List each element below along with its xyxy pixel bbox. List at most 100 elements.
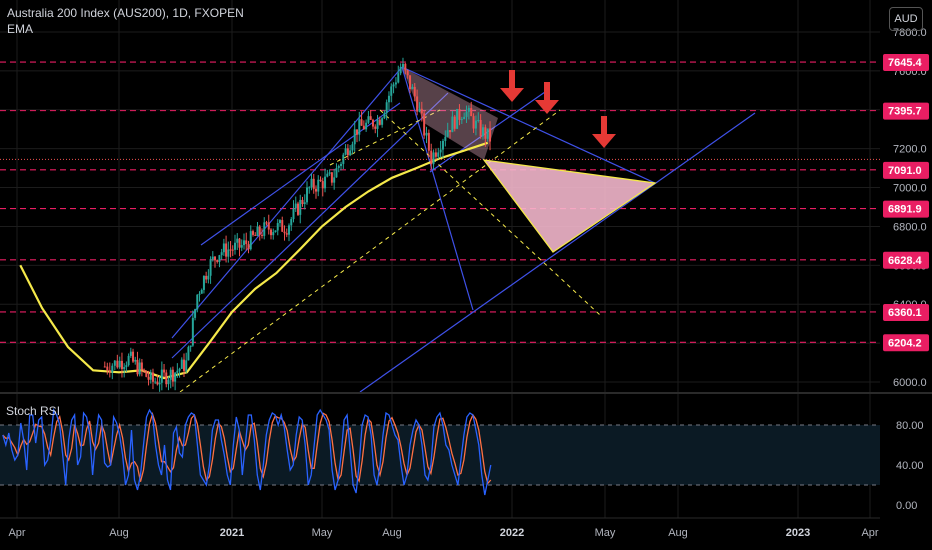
currency-badge[interactable]: AUD [889,7,923,31]
candle-body [404,63,407,71]
stoch-rsi-title: Stoch RSI [6,404,60,418]
candle-body [319,179,322,182]
candle-body [180,359,183,369]
candle-body [252,231,254,235]
candle-body [198,293,201,295]
candle-body [358,119,361,135]
candle-body [335,167,338,178]
candle-body [303,202,306,205]
candle-body [236,238,239,243]
stoch-rsi-band [0,425,880,485]
candle-body [463,116,466,120]
candle-body [439,149,442,153]
stoch-rsi-axis-tick: 0.00 [896,500,917,512]
candle-body [425,132,428,136]
candle-body [394,82,397,85]
candle-body [310,178,313,188]
candle-body [453,116,456,129]
candle-body [489,128,492,142]
candle-body [263,222,266,236]
time-axis-tick: May [595,527,616,539]
down-arrow-annotation [535,82,559,114]
candle-body [360,119,363,126]
candle-body [279,220,281,224]
ema-indicator-label[interactable]: EMA [7,22,34,36]
candle-body [256,226,259,236]
stoch-rsi-axis-tick: 40.00 [896,460,924,472]
candle-body [272,232,275,236]
candle-body [315,188,317,192]
candle-body [151,372,154,382]
candle-body [145,371,148,377]
candle-body [383,113,386,119]
down-arrow-annotation [500,70,524,102]
fib-dashed-line [179,109,561,393]
candle-body [484,127,487,139]
candle-body [308,187,311,189]
candle-body [158,382,161,385]
stoch-rsi-axis-tick: 80.00 [896,420,924,432]
candle-body [243,240,245,246]
candle-body [202,275,205,290]
candle-body [479,120,482,137]
candle-body [441,140,444,150]
candle-body [397,73,400,83]
candle-body [178,368,181,371]
price-level-badge [883,102,929,120]
price-level-label: 6360.1 [888,307,922,319]
candle-body [222,243,225,253]
price-level-badge [883,334,929,352]
candle-body [196,294,199,310]
price-level-badge [883,200,929,218]
candle-body [238,238,241,248]
candle-body [116,360,119,368]
candle-body [113,360,116,366]
candle-body [176,370,179,373]
candle-body [220,252,223,256]
candle-body [125,365,128,368]
time-axis-tick: 2022 [500,527,524,539]
candle-body [486,128,489,139]
time-axis-tick: Aug [109,527,129,539]
candle-body [136,359,139,375]
candle-body [456,109,459,129]
candle-body [437,152,440,157]
candle-body [225,243,228,257]
candle-body [276,223,279,231]
candle-body [140,362,143,370]
candle-body [446,130,449,137]
candle-body [187,347,190,361]
candle-body [416,96,419,112]
candle-body [342,154,345,164]
candle-body [285,233,288,235]
price-level-label: 6628.4 [888,255,923,267]
wedge-shading [402,67,498,160]
candle-body [328,172,331,174]
candle-body [274,230,277,233]
candle-body [127,355,130,366]
candle-body [143,369,146,372]
candlestick-series [103,57,492,392]
candle-body [118,360,121,368]
trend-channel-line [401,66,656,184]
candle-body [477,120,480,122]
candle-body [299,199,302,215]
price-level-badge [883,161,929,179]
candle-body [174,372,177,382]
candle-body [470,108,473,117]
chart-title: Australia 200 Index (AUS200), 1D, FXOPEN [7,6,244,20]
candle-body [423,113,426,136]
candle-body [240,245,243,248]
candle-body [434,152,437,157]
candle-body [163,369,166,373]
candle-body [337,165,340,168]
trend-channel-line [401,66,474,311]
candle-body [191,317,194,346]
candle-body [129,351,132,356]
candle-body [267,222,270,230]
candle-body [420,108,423,114]
candle-body [390,86,393,96]
candle-body [111,365,114,373]
